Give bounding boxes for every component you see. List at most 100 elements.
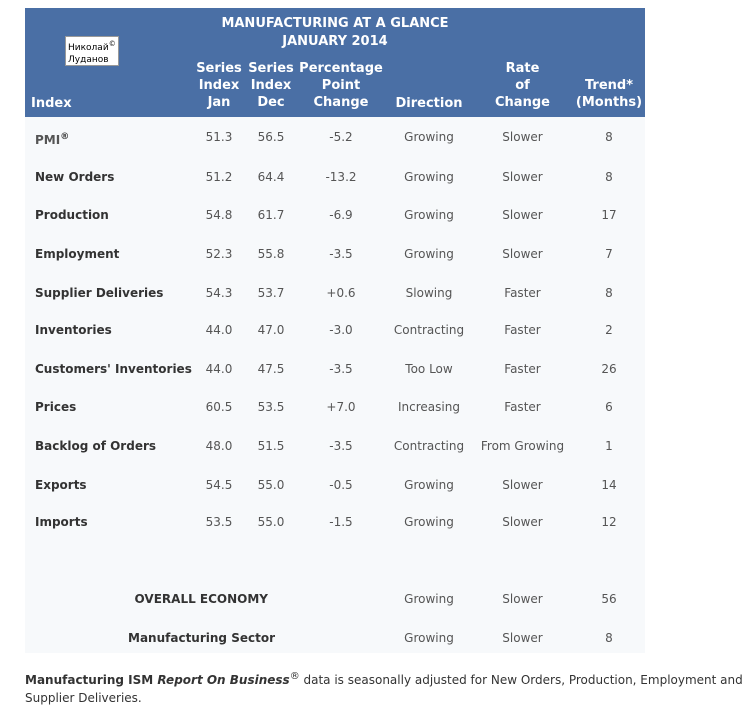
series-index-jan: 51.3 <box>205 130 233 144</box>
table-header: MANUFACTURING AT A GLANCE JANUARY 2014 Н… <box>25 8 645 117</box>
rate-of-change: Faster <box>504 323 541 337</box>
watermark-name-last: Луданов <box>68 55 109 65</box>
col-jan-line-2: Index <box>198 78 240 93</box>
summary-name: OVERALL ECONOMY <box>134 592 268 606</box>
trend-months: 17 <box>601 208 617 222</box>
series-index-dec: 56.5 <box>257 130 285 144</box>
col-header-direction: Direction <box>395 96 463 111</box>
series-index-dec: 53.5 <box>257 400 285 414</box>
manufacturing-table-card: MANUFACTURING AT A GLANCE JANUARY 2014 Н… <box>25 8 645 653</box>
rate-of-change: Slower <box>502 130 543 144</box>
col-rate-line-2: of <box>515 78 530 93</box>
series-index-dec: 55.8 <box>257 247 285 261</box>
table-title: MANUFACTURING AT A GLANCE JANUARY 2014 <box>25 15 645 51</box>
direction: Slowing <box>405 286 453 300</box>
series-index-dec: 55.0 <box>257 515 285 529</box>
footnote-part-1: Manufacturing ISM <box>25 673 158 687</box>
point-change: -1.5 <box>329 515 353 529</box>
table-row: PMI® 51.3 56.5 -5.2 Growing Slower 8 <box>25 127 645 147</box>
summary-name: Manufacturing Sector <box>128 631 275 645</box>
title-line-2: JANUARY 2014 <box>282 34 388 49</box>
table-row: Backlog of Orders 48.0 51.5 -3.5 Contracting… <box>25 436 645 456</box>
series-index-jan: 53.5 <box>205 515 233 529</box>
col-trend-line-1: Trend* <box>584 78 634 93</box>
point-change: -6.9 <box>329 208 353 222</box>
trend-months: 56 <box>601 592 617 606</box>
series-index-dec: 64.4 <box>257 170 285 184</box>
trend-months: 26 <box>601 362 617 376</box>
footnote-report-title: Report On Business <box>157 673 290 687</box>
col-dec-line-3: Dec <box>257 95 285 110</box>
col-header-trend: Trend* (Months) <box>573 77 645 111</box>
direction: Growing <box>404 170 454 184</box>
table-row: Prices 60.5 53.5 +7.0 Increasing Faster 6 <box>25 397 645 417</box>
footnote: Manufacturing ISM Report On Business® da… <box>25 668 754 707</box>
title-line-1: MANUFACTURING AT A GLANCE <box>221 16 449 31</box>
registered-mark: ® <box>60 132 70 142</box>
trend-months: 6 <box>605 400 613 414</box>
index-name: Customers' Inventories <box>35 362 192 376</box>
series-index-dec: 47.5 <box>257 362 285 376</box>
table-row: Employment 52.3 55.8 -3.5 Growing Slower 7 <box>25 244 645 264</box>
point-change: -0.5 <box>329 478 353 492</box>
index-name: PMI <box>35 133 61 147</box>
index-name: Employment <box>35 247 120 261</box>
series-index-jan: 52.3 <box>205 247 233 261</box>
index-name: Supplier Deliveries <box>35 286 164 300</box>
series-index-jan: 48.0 <box>205 439 233 453</box>
table-row: Customers' Inventories 44.0 47.5 -3.5 Too Lo… <box>25 359 645 379</box>
table-row: Supplier Deliveries 54.3 53.7 +0.6 Slowing Fa… <box>25 283 645 303</box>
point-change: +0.6 <box>326 286 356 300</box>
col-dec-line-2: Index <box>250 78 292 93</box>
trend-months: 8 <box>605 130 613 144</box>
trend-months: 1 <box>605 439 613 453</box>
col-change-line-2: Point <box>321 78 361 93</box>
direction: Growing <box>404 130 454 144</box>
point-change: -3.5 <box>329 439 353 453</box>
trend-months: 14 <box>601 478 617 492</box>
rate-of-change: Slower <box>502 247 543 261</box>
point-change: -3.5 <box>329 247 353 261</box>
direction: Growing <box>404 478 454 492</box>
rate-of-change: Slower <box>502 515 543 529</box>
table-row: Inventories 44.0 47.0 -3.0 Contracting Faster… <box>25 320 645 340</box>
col-rate-line-3: Change <box>495 95 550 110</box>
direction: Growing <box>404 592 454 606</box>
series-index-jan: 54.8 <box>205 208 233 222</box>
rate-of-change: Slower <box>502 592 543 606</box>
col-header-jan: Series Index Jan <box>195 60 243 111</box>
rate-of-change: From Growing <box>480 439 565 453</box>
trend-months: 12 <box>601 515 617 529</box>
series-index-dec: 51.5 <box>257 439 285 453</box>
summary-row: OVERALL ECONOMY Growing Slower 56 <box>25 589 645 609</box>
watermark-name-first: Николай <box>68 43 109 53</box>
trend-months: 7 <box>605 247 613 261</box>
index-name: Prices <box>35 400 77 414</box>
point-change: -3.5 <box>329 362 353 376</box>
rate-of-change: Slower <box>502 631 543 645</box>
point-change: -3.0 <box>329 323 353 337</box>
rate-of-change: Faster <box>504 286 541 300</box>
table-row: New Orders 51.2 64.4 -13.2 Growing Slower 8 <box>25 167 645 187</box>
summary-row: Manufacturing Sector Growing Slower 8 <box>25 628 645 648</box>
col-change-line-3: Change <box>313 95 369 110</box>
table-row: Imports 53.5 55.0 -1.5 Growing Slower 12 <box>25 512 645 532</box>
col-jan-line-3: Jan <box>207 95 231 110</box>
index-name: Production <box>35 208 109 222</box>
series-index-jan: 60.5 <box>205 400 233 414</box>
direction: Growing <box>404 631 454 645</box>
table-row: Production 54.8 61.7 -6.9 Growing Slower 17 <box>25 205 645 225</box>
rate-of-change: Slower <box>502 478 543 492</box>
series-index-dec: 55.0 <box>257 478 285 492</box>
series-index-dec: 61.7 <box>257 208 285 222</box>
table-row: Exports 54.5 55.0 -0.5 Growing Slower 14 <box>25 475 645 495</box>
direction: Contracting <box>393 323 465 337</box>
trend-months: 8 <box>605 631 613 645</box>
series-index-jan: 54.5 <box>205 478 233 492</box>
direction: Contracting <box>393 439 465 453</box>
col-header-change: Percentage Point Change <box>297 60 385 111</box>
index-name-wrapper: PMI® <box>35 127 69 150</box>
trend-months: 8 <box>605 170 613 184</box>
rate-of-change: Slower <box>502 208 543 222</box>
col-dec-line-1: Series <box>248 61 294 76</box>
